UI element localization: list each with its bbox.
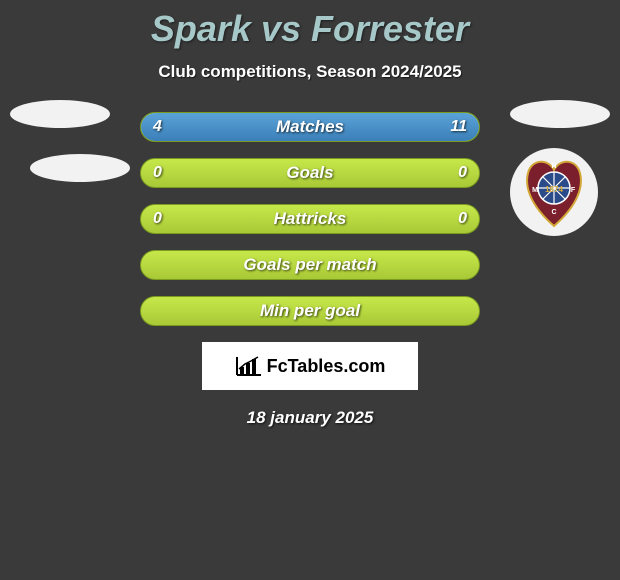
- svg-text:H: H: [551, 163, 556, 170]
- chart-icon: [235, 355, 263, 377]
- left-team-icons: [10, 100, 130, 208]
- date-text: 18 january 2025: [0, 408, 620, 428]
- svg-text:M: M: [532, 187, 538, 194]
- brand-box: FcTables.com: [202, 342, 418, 390]
- left-team-placeholder-1: [10, 100, 110, 128]
- right-team-placeholder: [510, 100, 610, 128]
- left-team-placeholder-2: [30, 154, 130, 182]
- stat-label: Min per goal: [141, 297, 479, 325]
- stat-label: Goals per match: [141, 251, 479, 279]
- right-team-icons: 1874 H M F C: [510, 100, 610, 236]
- subtitle: Club competitions, Season 2024/2025: [0, 62, 620, 82]
- stat-row: Min per goal: [140, 296, 480, 326]
- stat-label: Matches: [141, 113, 479, 141]
- stat-bars: 411Matches 00Goals 00Hattricks Goals per ma…: [140, 112, 480, 326]
- stat-row: Goals per match: [140, 250, 480, 280]
- stat-row: 00Hattricks: [140, 204, 480, 234]
- brand-text: FcTables.com: [267, 356, 386, 377]
- svg-text:F: F: [571, 187, 576, 194]
- stat-row: 411Matches: [140, 112, 480, 142]
- stat-row: 00Goals: [140, 158, 480, 188]
- hearts-crest-icon: 1874 H M F C: [521, 156, 587, 228]
- comparison-area: 1874 H M F C 411Matches 00Goals 00Hattrick…: [0, 112, 620, 428]
- svg-text:C: C: [551, 209, 556, 216]
- right-team-crest: 1874 H M F C: [510, 148, 598, 236]
- page-title: Spark vs Forrester: [0, 0, 620, 50]
- stat-label: Goals: [141, 159, 479, 187]
- svg-text:1874: 1874: [545, 185, 563, 194]
- stat-label: Hattricks: [141, 205, 479, 233]
